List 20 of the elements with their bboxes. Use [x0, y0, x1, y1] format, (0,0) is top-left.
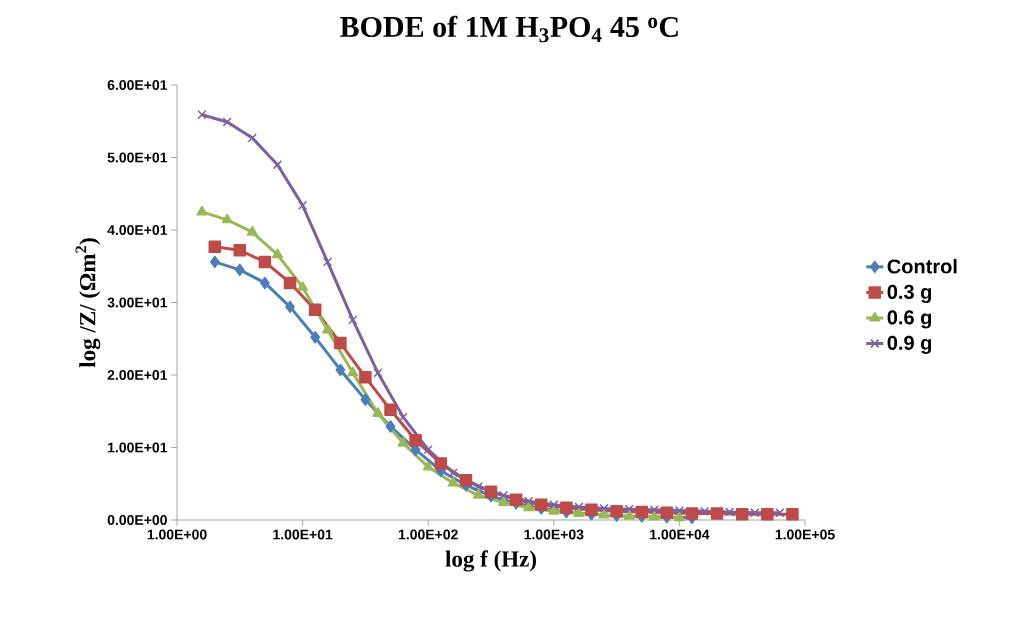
y-tick-label: 4.00E+01: [107, 225, 168, 235]
x-axis-title: log f (Hz): [445, 550, 536, 572]
y-tick-label: 6.00E+01: [107, 80, 168, 90]
chart-title: BODE of 1M H$_{3}$PO$_{4}$ 45 $^{o}$C: [340, 15, 678, 43]
legend-label: Control: [887, 258, 957, 274]
y-tick-label: 3.00E+01: [107, 297, 168, 308]
legend-label: 0.3 g: [887, 284, 932, 304]
x-tick-label: 1.00E+05: [775, 529, 835, 540]
y-tick-label: 5.00E+01: [107, 152, 168, 163]
x-tick-label: 1.00E+01: [273, 529, 333, 540]
y-axis-title: log /Z/ (Ωm$^{2}$): [75, 238, 101, 368]
y-tick-label: 0.00E+00: [107, 515, 167, 525]
x-tick-label: 1.00E+02: [398, 529, 458, 540]
y-tick-label: 1.00E+01: [108, 442, 168, 453]
x-tick-label: 1.00E+03: [524, 529, 584, 540]
legend-label: 0.6 g: [887, 310, 932, 329]
x-tick-label: 1.00E+04: [650, 529, 710, 540]
x-tick-label: 1.00E+00: [147, 529, 207, 540]
y-tick-label: 2.00E+01: [107, 370, 168, 380]
legend-label: 0.9 g: [887, 335, 932, 354]
